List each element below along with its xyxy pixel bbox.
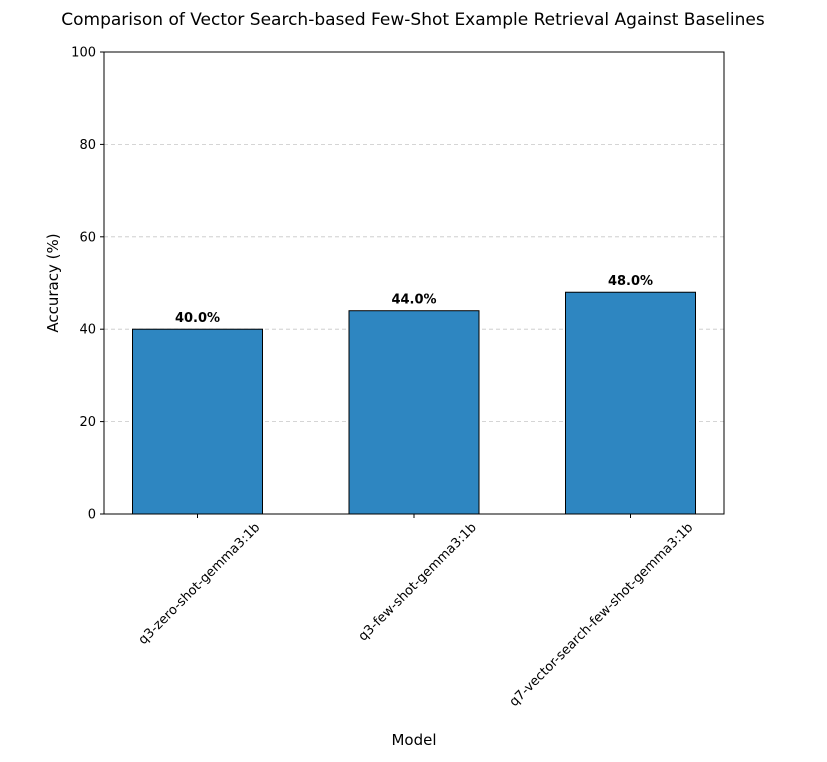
x-axis-label: Model bbox=[391, 731, 436, 749]
y-axis-label: Accuracy (%) bbox=[44, 233, 62, 332]
y-tick-label: 20 bbox=[79, 415, 96, 430]
bar-value-label: 40.0% bbox=[175, 311, 220, 326]
bar-value-labels: 40.0% 44.0% 48.0% bbox=[175, 274, 653, 326]
bar-value-label: 48.0% bbox=[608, 274, 653, 289]
bar bbox=[565, 291, 696, 515]
bars bbox=[132, 291, 696, 515]
bar-value-label: 44.0% bbox=[391, 293, 436, 308]
y-tick-label: 40 bbox=[79, 323, 96, 338]
y-tick-label: 60 bbox=[79, 230, 96, 245]
y-axis-ticks: 0 20 40 60 80 100 bbox=[71, 46, 104, 523]
x-tick-label: q3-zero-shot-gemma3:1b bbox=[136, 520, 264, 648]
x-axis-ticks: q3-zero-shot-gemma3:1b q3-few-shot-gemma3… bbox=[136, 514, 697, 710]
chart-title: Comparison of Vector Search-based Few-Sh… bbox=[61, 10, 765, 30]
bar bbox=[348, 310, 480, 515]
bar bbox=[132, 328, 263, 515]
x-tick-label: q3-few-shot-gemma3:1b bbox=[356, 520, 480, 644]
y-tick-label: 100 bbox=[71, 46, 96, 61]
x-tick-label: q7-vector-search-few-shot-gemma3:1b bbox=[507, 520, 697, 710]
y-tick-label: 80 bbox=[79, 138, 96, 153]
y-tick-label: 0 bbox=[88, 508, 96, 523]
